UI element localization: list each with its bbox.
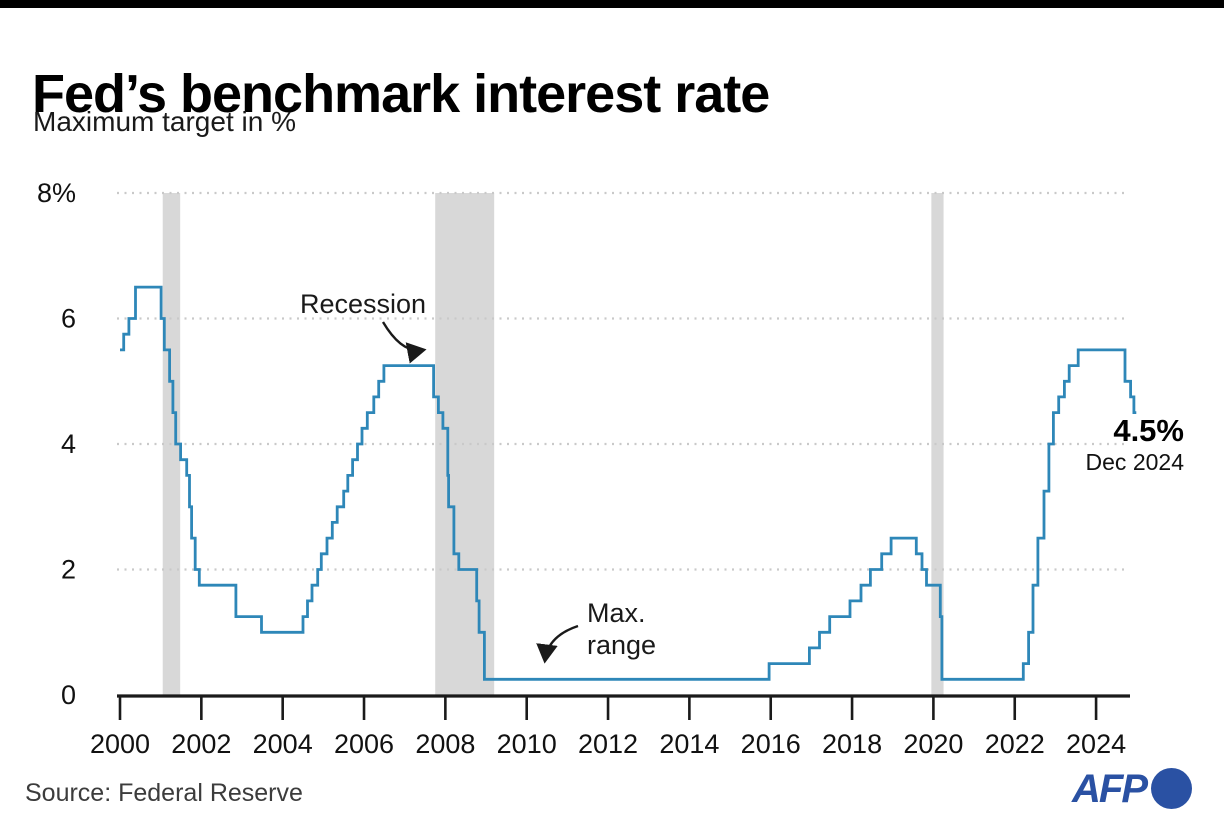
x-axis xyxy=(117,694,1130,720)
max-range-annotation: Max. range xyxy=(587,597,656,661)
afp-logo-text: AFP xyxy=(1072,766,1148,811)
x-tick-label-2016: 2016 xyxy=(741,729,801,759)
x-tick-label-2022: 2022 xyxy=(985,729,1045,759)
max-range-line2: range xyxy=(587,630,657,660)
y-tick-label-6: 6 xyxy=(61,304,76,334)
chart-subtitle: Maximum target in % xyxy=(33,106,296,137)
x-tick-label-2014: 2014 xyxy=(659,729,719,759)
axis-labels: 8% 6 4 2 0 2000 2002 2004 2006 2008 2010 2012 2014 20… xyxy=(37,178,1126,759)
max-range-line1: Max. xyxy=(587,598,646,628)
gridlines xyxy=(117,191,1128,571)
x-tick-label-2012: 2012 xyxy=(578,729,638,759)
annotation-arrows xyxy=(381,321,579,664)
y-tick-label-8: 8% xyxy=(37,178,76,208)
x-tick-label-2018: 2018 xyxy=(822,729,882,759)
x-tick-label-2020: 2020 xyxy=(903,729,963,759)
recession-band-1 xyxy=(435,193,495,695)
afp-logo-circle-icon xyxy=(1151,768,1192,809)
x-tick-label-2004: 2004 xyxy=(253,729,313,759)
source-credit: Source: Federal Reserve xyxy=(25,779,303,807)
x-tick-label-2002: 2002 xyxy=(171,729,231,759)
y-tick-label-2: 2 xyxy=(61,555,76,585)
latest-rate-value: 4.5% xyxy=(1113,413,1184,448)
recession-band-2 xyxy=(931,193,944,695)
top-black-bar xyxy=(0,0,1224,8)
x-tick-label-2008: 2008 xyxy=(415,729,475,759)
x-tick-label-2010: 2010 xyxy=(497,729,557,759)
max-range-arrow xyxy=(536,624,579,664)
y-tick-label-4: 4 xyxy=(61,429,76,459)
recession-arrow xyxy=(381,321,427,364)
latest-value-callout: 4.5% Dec 2024 xyxy=(1086,414,1184,476)
x-tick-label-2000: 2000 xyxy=(90,729,150,759)
recession-annotation: Recession xyxy=(300,289,427,319)
afp-logo: AFP xyxy=(1072,768,1192,809)
x-tick-label-2024: 2024 xyxy=(1066,729,1126,759)
page-title: Fed’s benchmark interest rate xyxy=(32,64,770,125)
x-tick-label-2006: 2006 xyxy=(334,729,394,759)
y-tick-label-0: 0 xyxy=(61,680,76,710)
rate-line-path xyxy=(120,285,1137,681)
latest-rate-date: Dec 2024 xyxy=(1085,449,1184,475)
rate-step-line xyxy=(120,285,1137,681)
